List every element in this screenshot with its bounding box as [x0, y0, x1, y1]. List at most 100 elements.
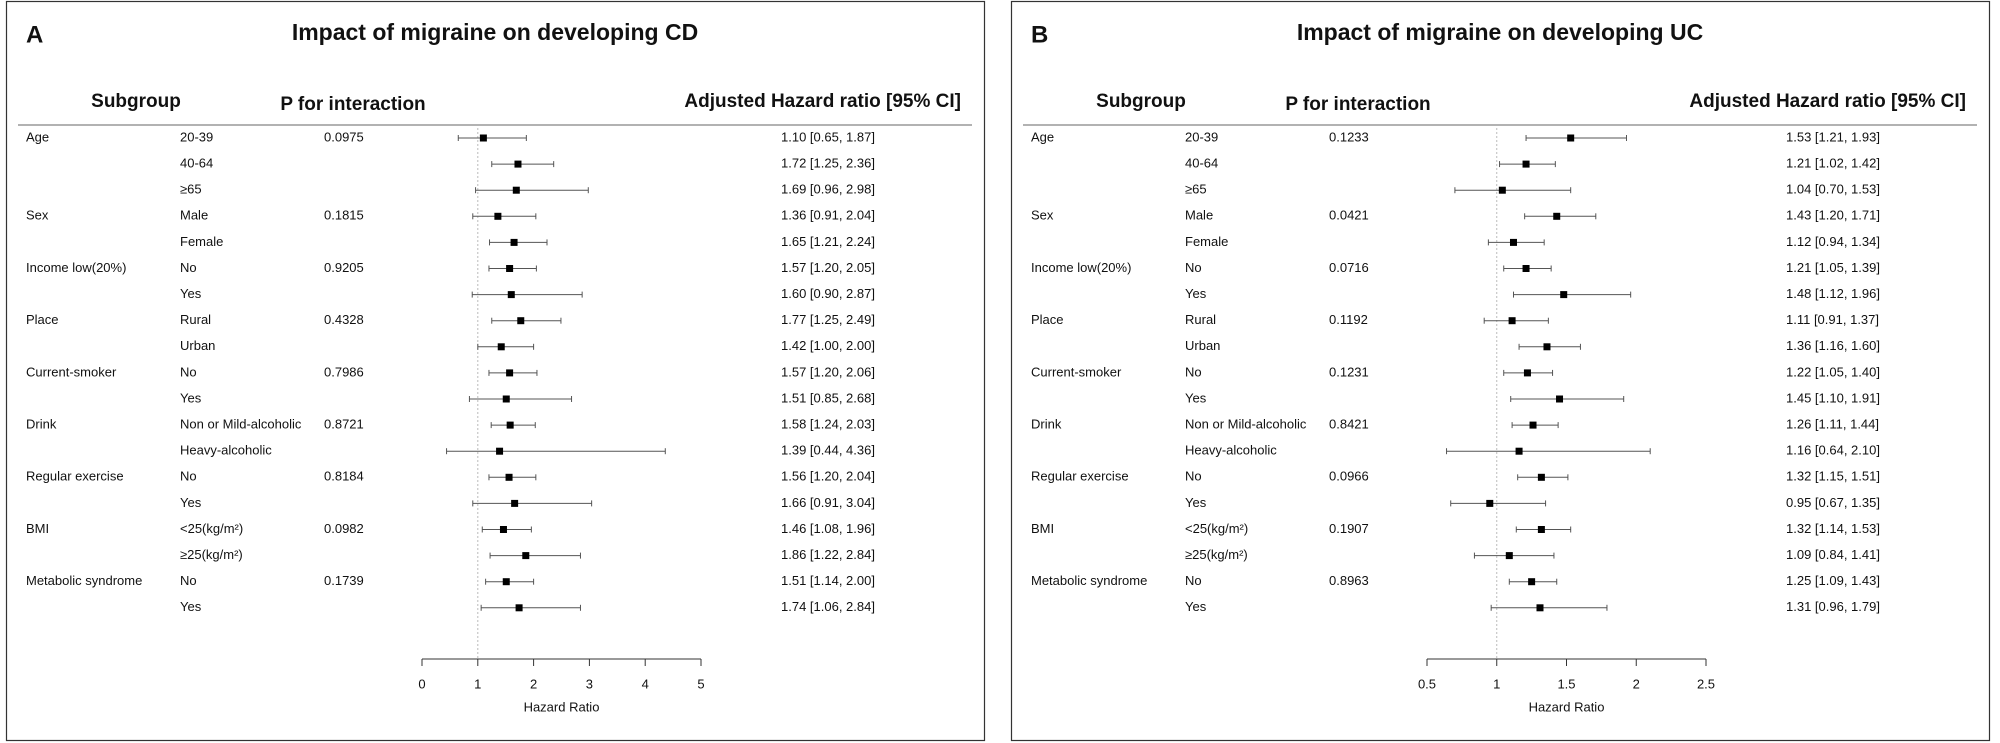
value-label: 1.74 [1.06, 2.84]	[781, 599, 875, 614]
hazard-ratio-point	[499, 526, 507, 533]
subgroup-label: Female	[180, 234, 223, 249]
group-label: Metabolic syndrome	[1031, 573, 1147, 588]
value-label: 1.45 [1.10, 1.91]	[1786, 390, 1880, 405]
hazard-ratio-point	[1486, 499, 1494, 507]
value-label: 1.16 [0.64, 2.10]	[1786, 443, 1880, 458]
subgroup-label: ≥25(kg/m²)	[180, 547, 243, 562]
subgroup-label: Urban	[1185, 338, 1220, 353]
subgroup-label: <25(kg/m²)	[180, 521, 243, 536]
hazard-ratio-point	[1522, 265, 1530, 272]
p-value: 0.7986	[324, 364, 364, 379]
value-label: 1.31 [0.96, 1.79]	[1786, 599, 1880, 614]
x-tick-label: 2.5	[1697, 676, 1715, 691]
subgroup-label: 20-39	[1185, 129, 1218, 144]
p-value: 0.0975	[324, 129, 364, 144]
p-value: 0.0421	[1329, 208, 1369, 223]
subgroup-label: Male	[1185, 208, 1213, 223]
hazard-ratio-point	[512, 186, 520, 194]
hazard-ratio-point	[1523, 369, 1531, 377]
subgroup-label: Rural	[1185, 312, 1216, 327]
value-label: 1.51 [1.14, 2.00]	[781, 573, 875, 588]
subgroup-label: No	[180, 469, 197, 484]
subgroup-label: 20-39	[180, 129, 213, 144]
value-label: 1.32 [1.14, 1.53]	[1786, 521, 1880, 536]
value-label: 1.69 [0.96, 2.98]	[781, 182, 875, 197]
group-label: Metabolic syndrome	[26, 573, 142, 588]
value-label: 1.22 [1.05, 1.40]	[1786, 364, 1880, 379]
hazard-ratio-point	[1553, 212, 1561, 220]
value-label: 1.57 [1.20, 2.06]	[781, 364, 875, 379]
column-header: Subgroup	[91, 91, 181, 112]
value-label: 1.12 [0.94, 1.34]	[1786, 234, 1880, 249]
group-label: Drink	[26, 417, 57, 432]
subgroup-label: Heavy-alcoholic	[180, 443, 272, 458]
group-label: Place	[26, 312, 59, 327]
hazard-ratio-point	[506, 421, 514, 429]
hazard-ratio-point	[1505, 552, 1513, 560]
p-value: 0.8421	[1329, 417, 1369, 432]
subgroup-label: Rural	[180, 312, 211, 327]
p-value: 0.1231	[1329, 364, 1369, 379]
hazard-ratio-point	[1543, 343, 1551, 351]
hazard-ratio-point	[507, 291, 515, 299]
subgroup-label: 40-64	[1185, 156, 1218, 171]
group-label: Regular exercise	[1031, 469, 1129, 484]
subgroup-label: No	[180, 260, 197, 275]
subgroup-label: Yes	[180, 286, 202, 301]
p-value: 0.0966	[1329, 469, 1369, 484]
subgroup-label: No	[1185, 573, 1202, 588]
x-tick-label: 5	[697, 676, 704, 691]
subgroup-label: 40-64	[180, 156, 213, 171]
hazard-ratio-point	[496, 447, 504, 455]
value-label: 1.46 [1.08, 1.96]	[781, 521, 875, 536]
x-tick-label: 1	[1493, 676, 1500, 691]
value-label: 1.48 [1.12, 1.96]	[1786, 286, 1880, 301]
subgroup-label: Yes	[1185, 495, 1207, 510]
subgroup-label: ≥65	[180, 182, 202, 197]
subgroup-label: Non or Mild-alcoholic	[180, 417, 302, 432]
value-label: 1.43 [1.20, 1.71]	[1786, 208, 1880, 223]
value-label: 1.53 [1.21, 1.93]	[1786, 129, 1880, 144]
value-label: 1.57 [1.20, 2.05]	[781, 260, 875, 275]
value-label: 1.11 [0.91, 1.37]	[1786, 312, 1879, 327]
p-value: 0.4328	[324, 312, 364, 327]
value-label: 1.26 [1.11, 1.44]	[1786, 417, 1879, 432]
value-label: 1.65 [1.21, 2.24]	[781, 234, 875, 249]
subgroup-label: Yes	[1185, 390, 1207, 405]
subgroup-label: ≥65	[1185, 182, 1207, 197]
hazard-ratio-point	[1508, 317, 1516, 325]
p-value: 0.1739	[324, 573, 364, 588]
p-value: 0.8721	[324, 417, 364, 432]
hazard-ratio-point	[1537, 526, 1545, 533]
x-tick-label: 0	[418, 676, 425, 691]
subgroup-label: Male	[180, 208, 208, 223]
subgroup-label: Urban	[180, 338, 215, 353]
column-header: Adjusted Hazard ratio [95% CI]	[684, 91, 961, 112]
hazard-ratio-point	[1567, 134, 1575, 142]
group-label: Drink	[1031, 417, 1062, 432]
p-value: 0.1192	[1329, 312, 1368, 327]
hazard-ratio-point	[1556, 395, 1564, 403]
value-label: 1.09 [0.84, 1.41]	[1786, 547, 1880, 562]
hazard-ratio-point	[1560, 291, 1568, 299]
hazard-ratio-point	[494, 212, 502, 220]
value-label: 1.36 [0.91, 2.04]	[781, 208, 875, 223]
value-label: 1.86 [1.22, 2.84]	[781, 547, 875, 562]
hazard-ratio-point	[505, 473, 513, 481]
hazard-ratio-point	[506, 369, 514, 377]
hazard-ratio-point	[1522, 160, 1530, 168]
group-label: Age	[1031, 129, 1054, 144]
group-label: Age	[26, 129, 49, 144]
value-label: 1.42 [1.00, 2.00]	[781, 338, 875, 353]
p-value: 0.1233	[1329, 129, 1369, 144]
hazard-ratio-point	[515, 604, 523, 612]
hazard-ratio-point	[479, 134, 487, 142]
x-axis-label: Hazard Ratio	[1529, 699, 1605, 714]
subgroup-label: No	[1185, 364, 1202, 379]
group-label: Sex	[26, 208, 49, 223]
p-value: 0.0716	[1329, 260, 1369, 275]
value-label: 1.32 [1.15, 1.51]	[1786, 469, 1880, 484]
x-tick-label: 2	[530, 676, 537, 691]
value-label: 1.66 [0.91, 3.04]	[781, 495, 875, 510]
column-header: Adjusted Hazard ratio [95% CI]	[1689, 91, 1966, 112]
